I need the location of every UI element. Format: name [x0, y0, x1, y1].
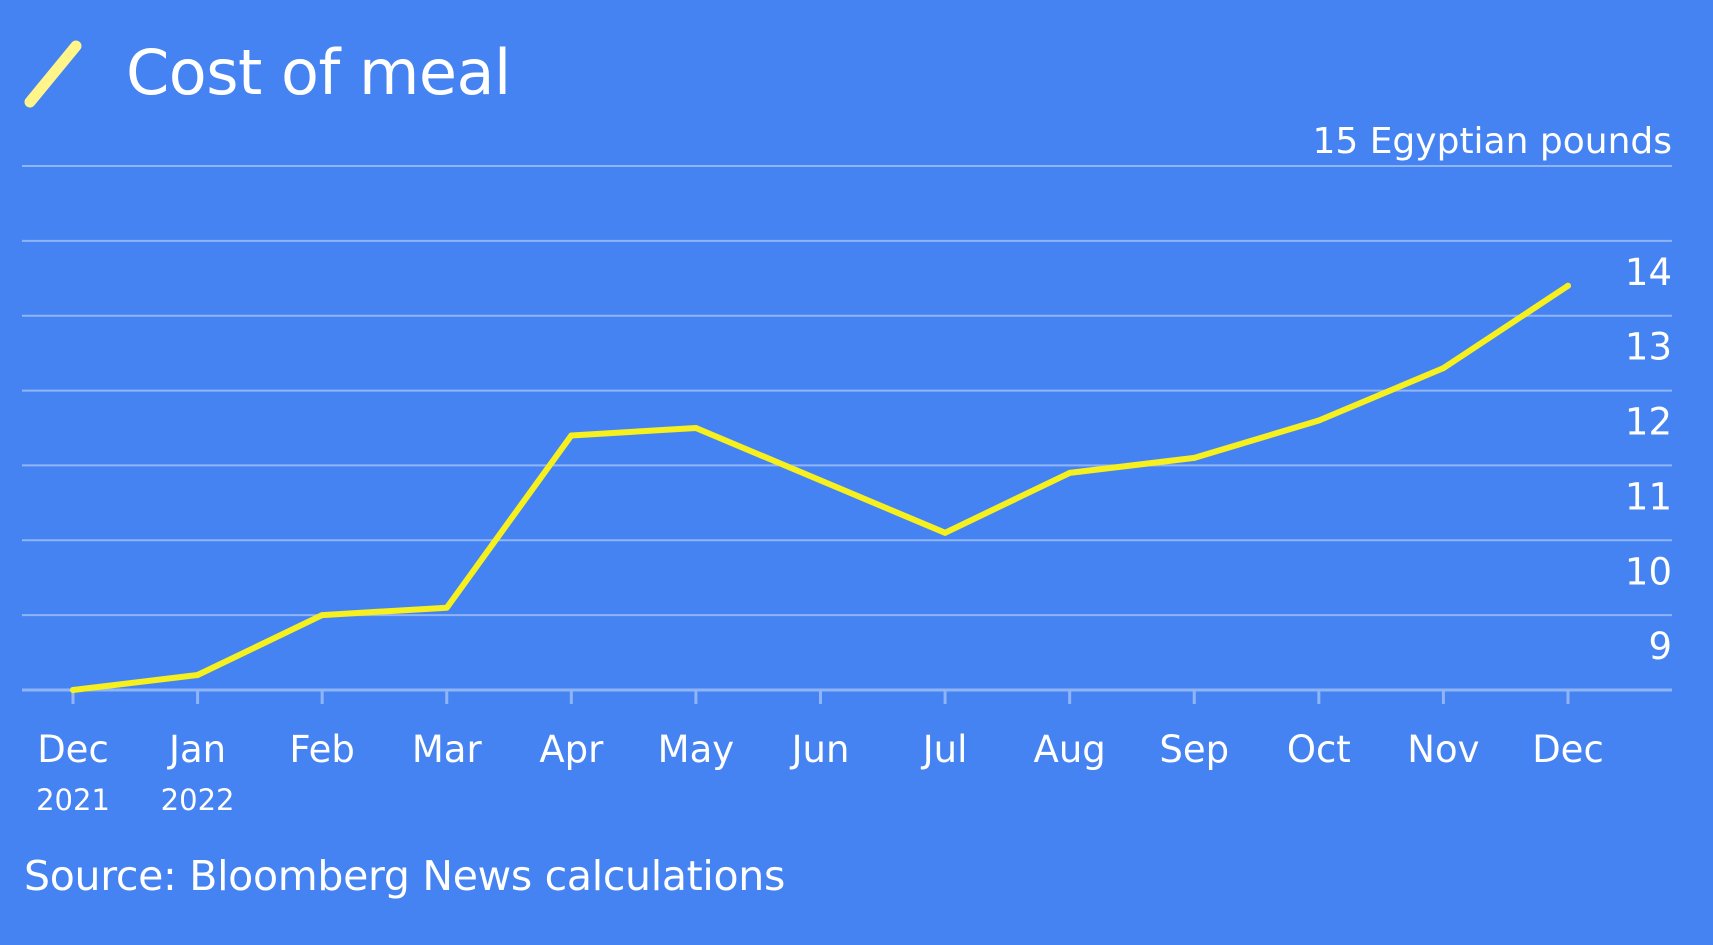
y-tick-label: 9 — [1648, 625, 1672, 668]
data-point — [942, 529, 949, 536]
diagonal-line-swatch-icon — [24, 40, 82, 108]
x-tick-label: Nov — [1407, 728, 1479, 771]
data-point — [70, 687, 76, 693]
x-tick-label: Dec — [1532, 728, 1604, 771]
y-tick-label: 13 — [1625, 326, 1672, 369]
x-tick-label: May — [658, 728, 735, 771]
data-point — [1066, 469, 1073, 476]
data-point — [443, 604, 450, 611]
x-tick-label: Mar — [412, 728, 483, 771]
x-tick-label: Sep — [1159, 728, 1229, 771]
title-row: Cost of meal — [22, 30, 511, 116]
data-point — [1315, 417, 1322, 424]
y-tick-label: 14 — [1625, 251, 1672, 294]
x-tick-label: Jun — [790, 728, 850, 771]
x-tick-label: Oct — [1287, 728, 1351, 771]
data-point — [1565, 282, 1571, 289]
y-tick-label: 12 — [1625, 401, 1672, 444]
data-point — [817, 477, 824, 484]
data-point — [568, 432, 575, 439]
data-point — [1191, 454, 1198, 461]
y-top-tick-label: 15 Egyptian pounds — [1312, 121, 1672, 162]
x-tick-label: Feb — [289, 728, 355, 771]
x-tick-sublabel: 2021 — [36, 783, 110, 817]
x-tick-label: Dec — [37, 728, 109, 771]
y-tick-label: 11 — [1625, 475, 1672, 518]
data-point — [194, 672, 201, 679]
x-tick-label: Jul — [921, 728, 968, 771]
y-tick-label: 10 — [1625, 550, 1672, 593]
x-tick-label: Aug — [1034, 728, 1106, 771]
chart-title: Cost of meal — [126, 36, 511, 109]
x-tick-label: Jan — [167, 728, 226, 771]
series-line — [70, 282, 1571, 693]
x-tick-label: Apr — [539, 728, 604, 771]
x-tick-sublabel: 2022 — [161, 783, 235, 817]
source-note: Source: Bloomberg News calculations — [24, 852, 786, 900]
data-point — [1440, 365, 1447, 372]
data-point — [692, 425, 699, 431]
data-point — [319, 612, 326, 619]
